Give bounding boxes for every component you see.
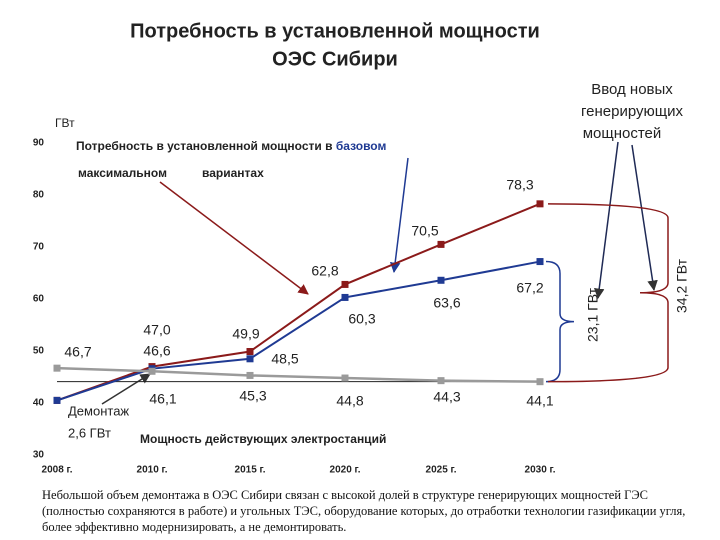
point-marker	[437, 240, 445, 248]
x-tick-label: 2020 г.	[330, 465, 361, 476]
point-marker	[536, 200, 544, 208]
chart: Потребность в установленной мощности ОЭС…	[33, 20, 690, 476]
brace	[545, 260, 575, 383]
point-marker	[246, 371, 254, 379]
data-label: 46,6	[143, 343, 170, 359]
legend-entry: максимальном	[78, 166, 167, 180]
series-line	[56, 260, 541, 402]
point-marker	[148, 367, 156, 375]
y-tick-label: 60	[33, 294, 45, 305]
point-marker	[53, 396, 61, 404]
point-marker	[246, 348, 254, 356]
data-label: 46,1	[149, 391, 176, 407]
point-marker	[437, 377, 445, 385]
arrow	[159, 181, 309, 295]
x-tick-label: 2030 г.	[525, 465, 556, 476]
y-tick-label: 80	[33, 190, 45, 201]
y-tick-label: 70	[33, 242, 45, 253]
y-tick-label: 90	[33, 138, 45, 149]
point-marker	[437, 276, 445, 284]
data-label: 63,6	[433, 295, 460, 311]
point-marker	[53, 364, 61, 372]
point-marker	[246, 355, 254, 363]
data-label: 44,8	[336, 393, 363, 409]
series-label: Мощность действующих электростанций	[140, 432, 386, 446]
series-line	[56, 366, 541, 383]
annotation: Ввод новых	[591, 81, 673, 98]
y-axis-label: ГВт	[55, 116, 75, 130]
y-tick-label: 40	[33, 398, 45, 409]
data-label: 78,3	[506, 177, 533, 193]
y-tick-label: 30	[33, 450, 45, 461]
data-label: 49,9	[232, 326, 259, 342]
arrow	[631, 144, 658, 292]
data-label: 47,0	[143, 322, 170, 338]
point-marker	[341, 280, 349, 288]
annotation: мощностей	[583, 125, 662, 142]
x-tick-label: 2010 г.	[137, 465, 168, 476]
annotation: 23,1 ГВт	[585, 287, 601, 342]
x-tick-label: 2025 г.	[426, 465, 457, 476]
legend-suffix: вариантах	[202, 166, 264, 180]
chart-title: Потребность в установленной мощности	[130, 20, 540, 42]
data-label: 48,5	[271, 351, 298, 367]
x-tick-label: 2008 г.	[42, 465, 73, 476]
point-marker	[536, 258, 544, 266]
data-label: 45,3	[239, 388, 266, 404]
brace	[547, 203, 669, 383]
annotation: Демонтаж	[68, 403, 129, 418]
arrow	[389, 157, 409, 274]
footnote: Небольшой объем демонтажа в ОЭС Сибири с…	[42, 488, 686, 534]
legend-entry: базовом	[336, 139, 387, 153]
arrow	[101, 373, 151, 405]
legend-prefix: Потребность в установленной мощности в	[76, 139, 333, 153]
annotation: 34,2 ГВт	[674, 258, 690, 313]
point-marker	[341, 374, 349, 382]
data-label: 70,5	[411, 223, 438, 239]
chart-title: ОЭС Сибири	[272, 48, 398, 70]
point-marker	[341, 293, 349, 301]
x-tick-label: 2015 г.	[235, 465, 266, 476]
data-label: 62,8	[311, 263, 338, 279]
annotation: 2,6 ГВт	[68, 425, 111, 440]
legend-text: Потребность в установленной мощности в б…	[76, 139, 386, 153]
series-line	[56, 202, 541, 402]
data-label: 44,3	[433, 389, 460, 405]
data-label: 44,1	[526, 393, 553, 409]
annotation: генерирующих	[581, 103, 683, 120]
arrow	[593, 141, 619, 300]
data-label: 46,7	[64, 344, 91, 360]
point-marker	[536, 378, 544, 386]
data-label: 60,3	[348, 311, 375, 327]
y-tick-label: 50	[33, 346, 45, 357]
data-label: 67,2	[516, 280, 543, 296]
